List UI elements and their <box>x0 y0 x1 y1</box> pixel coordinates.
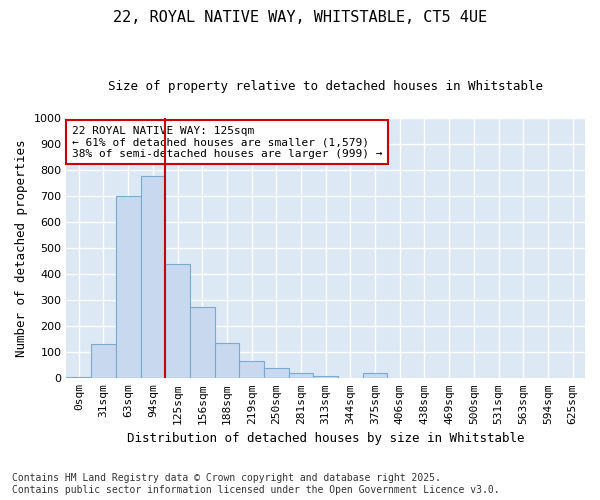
Bar <box>239 362 264 378</box>
Bar <box>215 343 239 378</box>
Bar <box>67 377 91 378</box>
Bar <box>116 196 140 378</box>
Bar <box>165 264 190 378</box>
X-axis label: Distribution of detached houses by size in Whitstable: Distribution of detached houses by size … <box>127 432 524 445</box>
Y-axis label: Number of detached properties: Number of detached properties <box>15 140 28 357</box>
Text: 22 ROYAL NATIVE WAY: 125sqm
← 61% of detached houses are smaller (1,579)
38% of : 22 ROYAL NATIVE WAY: 125sqm ← 61% of det… <box>71 126 382 159</box>
Bar <box>363 373 388 378</box>
Text: 22, ROYAL NATIVE WAY, WHITSTABLE, CT5 4UE: 22, ROYAL NATIVE WAY, WHITSTABLE, CT5 4U… <box>113 10 487 25</box>
Bar <box>91 344 116 378</box>
Text: Contains HM Land Registry data © Crown copyright and database right 2025.
Contai: Contains HM Land Registry data © Crown c… <box>12 474 500 495</box>
Title: Size of property relative to detached houses in Whitstable: Size of property relative to detached ho… <box>108 80 543 93</box>
Bar <box>313 376 338 378</box>
Bar <box>190 306 215 378</box>
Bar <box>264 368 289 378</box>
Bar <box>289 372 313 378</box>
Bar <box>140 176 165 378</box>
